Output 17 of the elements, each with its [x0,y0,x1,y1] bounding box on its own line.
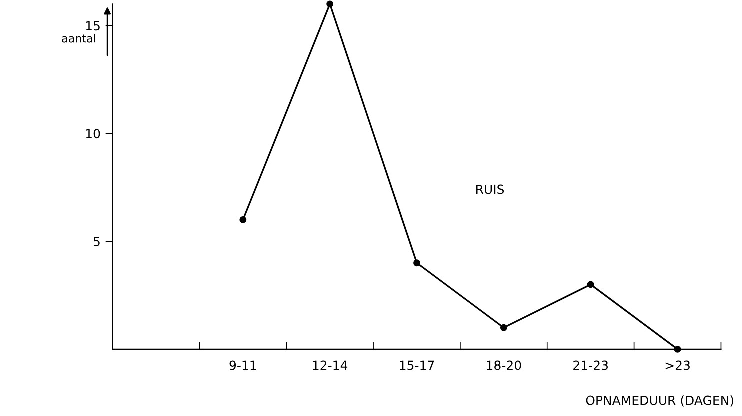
x-tick-label: 15-17 [400,360,434,370]
annotation: RUIS [476,184,504,194]
x-tick-label: 18-20 [487,360,522,370]
y-axis-title: aantal [62,34,96,43]
point [587,281,594,288]
x-tick-label: 12-14 [313,360,348,370]
x-tick-label: 9-11 [230,360,256,370]
point [326,0,334,8]
y-tick-label: 15 [86,21,100,31]
point [414,260,420,267]
y-tick-label: 10 [86,129,100,139]
x-tick-label: 21-23 [574,360,608,370]
point [240,216,247,224]
x-axis-title: OPNAMEDUUR (DAGEN) [586,396,734,407]
point [500,324,508,332]
x-tick-label: >23 [666,360,690,370]
y-tick-label: 5 [94,237,100,246]
